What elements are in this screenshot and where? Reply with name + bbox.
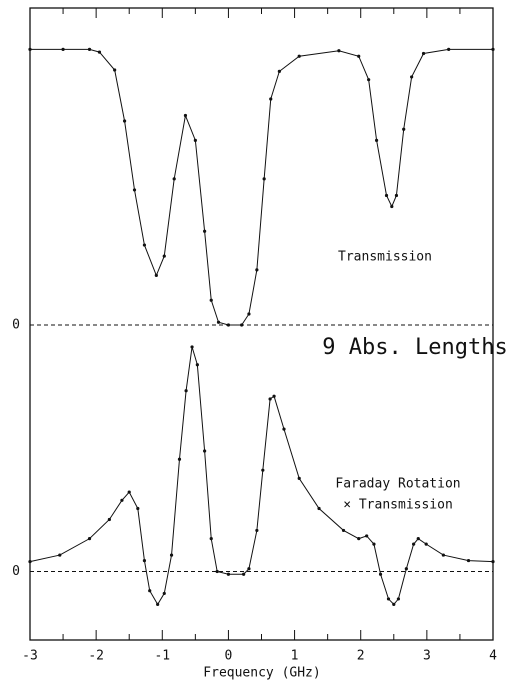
data-point <box>195 363 199 367</box>
annotation: 9 Abs. Lengths <box>322 335 507 360</box>
data-point <box>193 138 197 142</box>
data-point <box>183 113 188 118</box>
data-point <box>216 320 221 324</box>
data-point <box>242 572 246 576</box>
data-point <box>203 449 207 453</box>
data-point <box>28 560 32 564</box>
data-point <box>28 47 32 51</box>
data-point <box>58 553 62 557</box>
x-tick-label: 3 <box>423 649 431 664</box>
data-point <box>412 542 416 546</box>
data-point <box>378 572 383 576</box>
data-point <box>365 534 369 538</box>
data-point <box>226 323 231 327</box>
data-point <box>122 119 127 123</box>
data-point <box>396 597 401 601</box>
data-point <box>297 476 301 480</box>
x-tick-label: 4 <box>489 649 497 664</box>
data-point <box>491 47 495 51</box>
x-tick-label: 1 <box>291 649 299 664</box>
x-tick-label: -2 <box>88 649 104 664</box>
y-tick-label: 0 <box>12 564 20 579</box>
data-point <box>172 177 176 181</box>
data-point <box>87 537 92 541</box>
x-tick-label: 0 <box>225 649 233 664</box>
plot-frame <box>29 7 494 641</box>
data-point <box>97 50 102 54</box>
data-point <box>386 597 391 601</box>
data-point <box>424 542 428 546</box>
data-point <box>261 468 265 472</box>
data-point <box>404 567 408 571</box>
data-point <box>209 537 213 541</box>
data-point <box>447 47 451 51</box>
annotation: Faraday Rotation <box>335 477 460 492</box>
data-point <box>255 528 259 533</box>
data-line <box>30 48 493 326</box>
data-point <box>416 537 420 541</box>
data-point <box>136 506 140 511</box>
data-point <box>269 97 273 101</box>
data-point <box>127 490 131 494</box>
data-point <box>357 54 361 58</box>
data-point <box>337 49 341 53</box>
data-point <box>226 572 231 576</box>
annotation: × Transmission <box>343 498 453 513</box>
data-point <box>184 389 188 393</box>
data-point <box>240 323 244 327</box>
data-point <box>255 268 259 272</box>
data-point <box>341 528 346 533</box>
data-point <box>390 204 394 209</box>
data-point <box>384 193 389 198</box>
data-point <box>402 127 406 131</box>
data-point <box>215 569 219 574</box>
data-point <box>394 193 399 198</box>
data-point <box>142 558 147 563</box>
data-point <box>169 553 174 557</box>
data-point <box>190 345 194 349</box>
data-point <box>268 397 272 401</box>
data-point <box>410 75 414 79</box>
x-tick-label: 2 <box>357 649 365 664</box>
data-point <box>272 394 276 398</box>
data-point <box>357 537 361 541</box>
data-point <box>156 602 160 606</box>
data-point <box>209 298 213 302</box>
data-point <box>262 177 266 181</box>
data-point <box>317 506 321 511</box>
data-point <box>441 553 445 557</box>
data-point <box>297 54 301 58</box>
data-point <box>247 312 251 316</box>
data-point <box>87 47 92 51</box>
data-point <box>120 498 124 502</box>
data-point <box>113 68 117 72</box>
data-point <box>491 560 495 564</box>
annotation: Transmission <box>338 250 432 265</box>
data-point <box>367 78 371 82</box>
x-tick-label: -3 <box>22 649 38 664</box>
x-tick-label: -1 <box>154 649 170 664</box>
data-point <box>247 567 251 571</box>
data-point <box>392 602 396 606</box>
data-point <box>148 589 152 593</box>
data-point <box>177 457 182 461</box>
data-point <box>162 591 166 596</box>
x-axis-label: Frequency (GHz) <box>203 666 320 681</box>
data-point <box>421 51 426 56</box>
data-point <box>203 229 207 233</box>
data-point <box>132 188 137 192</box>
y-tick-label: 0 <box>12 318 20 333</box>
data-point <box>282 427 286 431</box>
data-point <box>107 517 111 522</box>
data-point <box>466 558 471 563</box>
data-point <box>162 254 166 258</box>
data-point <box>372 542 376 546</box>
data-point <box>277 69 281 73</box>
data-point <box>154 273 158 277</box>
data-point <box>142 243 147 247</box>
data-point <box>61 47 65 51</box>
data-point <box>374 138 379 142</box>
